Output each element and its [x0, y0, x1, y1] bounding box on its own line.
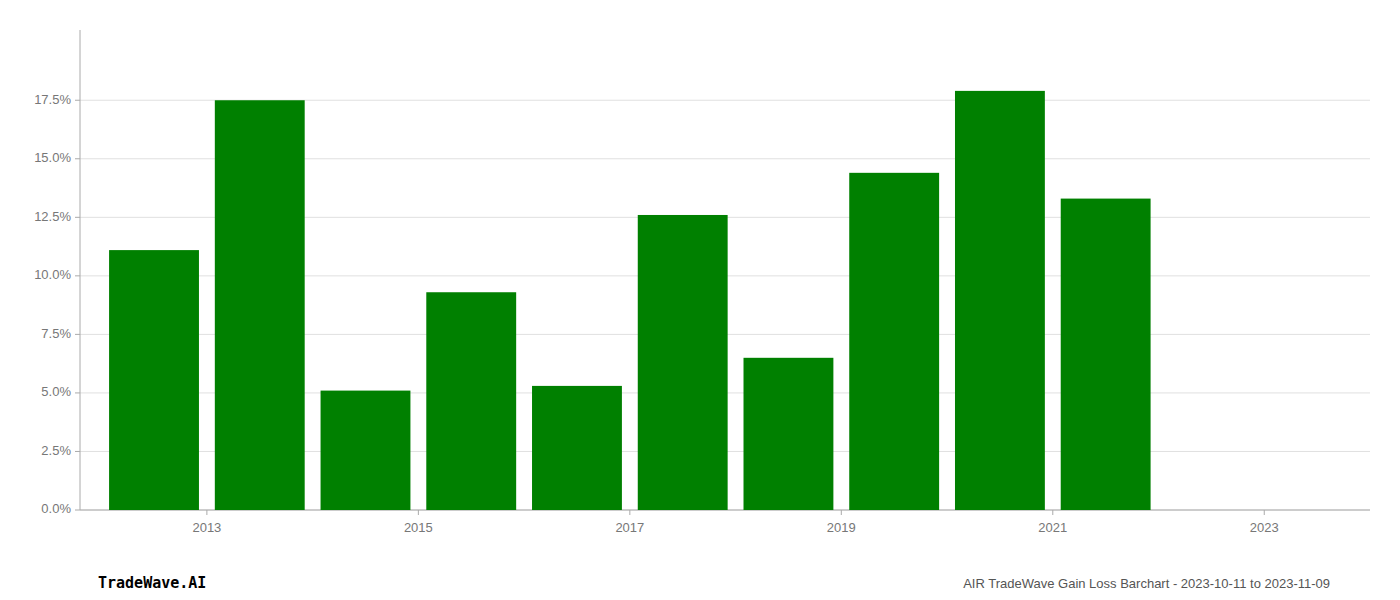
x-tick [1052, 510, 1053, 515]
y-tick [75, 510, 80, 511]
y-tick [75, 100, 80, 101]
x-tick-label: 2017 [615, 520, 644, 535]
bar [638, 215, 728, 510]
bar [532, 386, 622, 510]
bar [215, 100, 305, 510]
x-tick-label: 2019 [827, 520, 856, 535]
x-tick [418, 510, 419, 515]
bar [426, 292, 516, 510]
y-tick-label: 15.0% [34, 150, 71, 165]
x-tick [629, 510, 630, 515]
x-tick [1264, 510, 1265, 515]
y-tick [75, 392, 80, 393]
bar [321, 391, 411, 510]
bar [1061, 199, 1151, 510]
x-tick-label: 2021 [1038, 520, 1067, 535]
x-tick-label: 2023 [1250, 520, 1279, 535]
y-axis-line [80, 30, 81, 510]
y-tick-label: 2.5% [41, 443, 71, 458]
y-tick-label: 0.0% [41, 501, 71, 516]
x-tick-label: 2015 [404, 520, 433, 535]
y-tick [75, 217, 80, 218]
bar [955, 91, 1045, 510]
chart: 0.0% 2.5% 5.0% 7.5% 10.0% 12.5% 15.0% 17.5% 2013… [0, 0, 1400, 600]
bar [849, 173, 939, 510]
y-tick-label: 7.5% [41, 326, 71, 341]
bar [744, 358, 834, 510]
y-tick-label: 10.0% [34, 267, 71, 282]
y-tick [75, 451, 80, 452]
y-tick-label: 17.5% [34, 92, 71, 107]
footer-right: AIR TradeWave Gain Loss Barchart - 2023-… [963, 576, 1330, 591]
grid [80, 100, 1370, 510]
bar [109, 250, 199, 510]
y-tick-label: 12.5% [34, 209, 71, 224]
y-tick [75, 275, 80, 276]
y-tick [75, 158, 80, 159]
x-tick [841, 510, 842, 515]
bars [109, 91, 1151, 510]
x-tick [206, 510, 207, 515]
footer-left: TradeWave.AI [98, 574, 206, 592]
y-tick-label: 5.0% [41, 384, 71, 399]
x-tick-label: 2013 [192, 520, 221, 535]
axes: 0.0% 2.5% 5.0% 7.5% 10.0% 12.5% 15.0% 17.5% 2013… [34, 30, 1370, 535]
y-tick [75, 334, 80, 335]
